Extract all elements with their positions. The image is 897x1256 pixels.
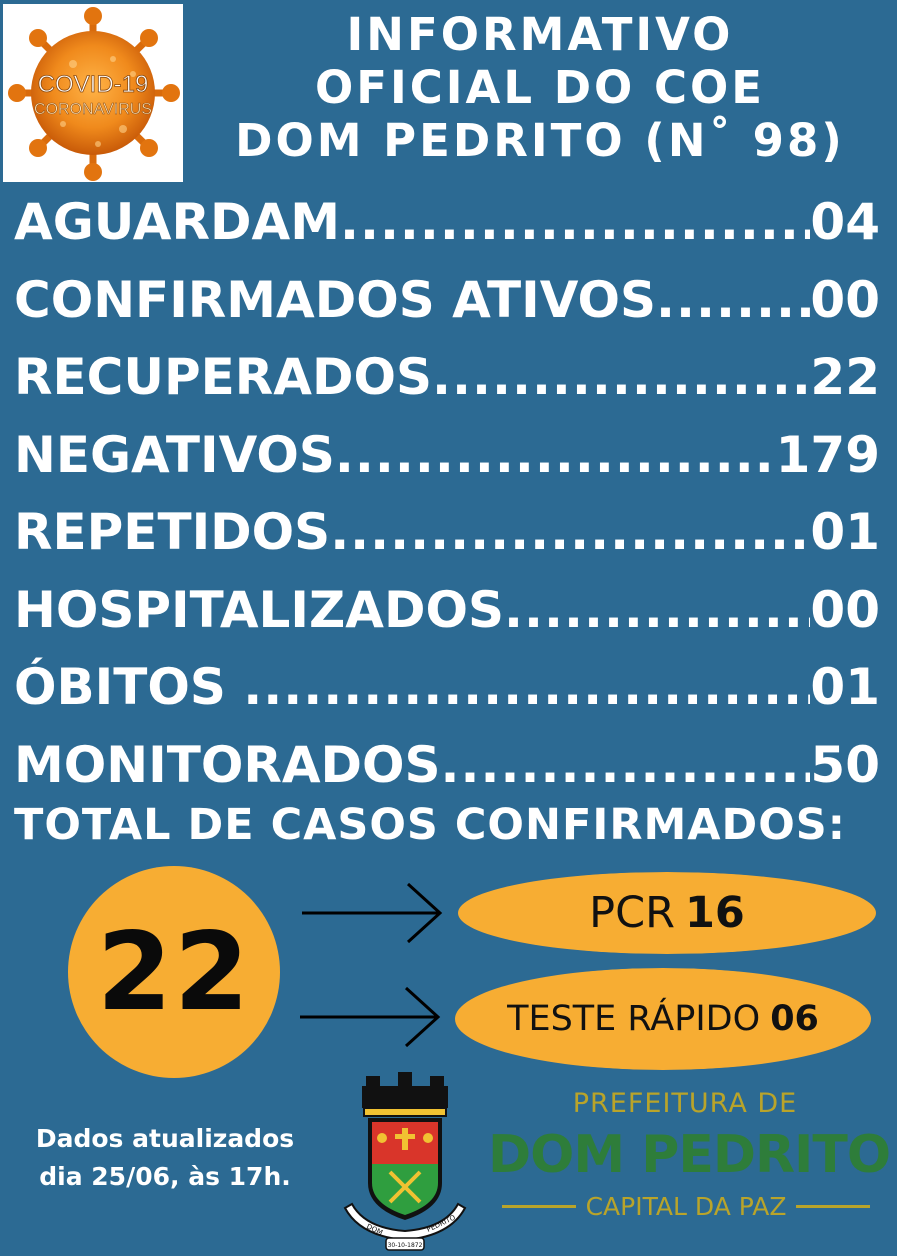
svg-text:COVID-19: COVID-19 (38, 71, 149, 98)
dot-leader (340, 184, 810, 261)
stat-value: 00 (810, 270, 880, 329)
stat-value: 04 (810, 193, 880, 251)
municipal-crest-icon: DOM PEDRITO 30-10-1872 (343, 1072, 467, 1251)
dot-leader (335, 417, 776, 494)
stat-label: NEGATIVOS (14, 425, 335, 484)
stats-list: AGUARDAM 04 CONFIRMADOS ATIVOS 00 RECUPE… (14, 184, 880, 804)
stat-label: REPETIDOS (14, 503, 331, 561)
rapid-test-value: 06 (770, 999, 819, 1039)
prefeitura-label: PREFEITURA DE (572, 1088, 798, 1119)
dot-leader (330, 494, 810, 571)
coronavirus-icon: COVID-19 CORONAVIRUS (8, 7, 180, 181)
update-line-1: Dados atualizados (35, 1124, 295, 1153)
total-confirmed-heading: TOTAL DE CASOS CONFIRMADOS: (14, 800, 846, 850)
pcr-badge: PCR 16 (458, 872, 876, 954)
covid-logo: COVID-19 CORONAVIRUS (3, 4, 183, 182)
stat-label: ÓBITOS (14, 658, 244, 716)
stat-row-negativos: NEGATIVOS 179 (14, 417, 880, 495)
rapid-test-label: TESTE RÁPIDO (507, 999, 761, 1039)
total-confirmed-circle: 22 (68, 866, 280, 1078)
stat-row-monitorados: MONITORADOS 50 (14, 727, 880, 805)
pcr-label: PCR (589, 888, 675, 938)
stat-value: 01 (810, 503, 880, 561)
stat-label: AGUARDAM (14, 193, 340, 251)
stat-value: 179 (775, 425, 880, 484)
city-slogan: CAPITAL DA PAZ (492, 1192, 880, 1221)
stat-row-hospitalizados: HOSPITALIZADOS 00 (14, 572, 880, 650)
city-slogan-text: CAPITAL DA PAZ (585, 1192, 787, 1221)
dot-leader (432, 339, 810, 416)
stat-value: 50 (810, 735, 880, 794)
stat-row-aguardam: AGUARDAM 04 (14, 184, 880, 262)
arrow-right-icon (300, 986, 441, 1048)
stat-value: 00 (810, 580, 880, 639)
svg-text:CORONAVIRUS: CORONAVIRUS (34, 101, 152, 118)
stat-label: CONFIRMADOS ATIVOS (14, 270, 657, 329)
dot-leader (441, 727, 811, 804)
dot-leader (243, 649, 810, 726)
pcr-value: 16 (685, 888, 745, 938)
bulletin-title: INFORMATIVO OFICIAL DO COE DOM PEDRITO (… (190, 8, 890, 167)
stat-value: 22 (810, 348, 880, 406)
dot-leader (504, 572, 810, 649)
stat-row-recuperados: RECUPERADOS 22 (14, 339, 880, 417)
total-confirmed-value: 22 (96, 909, 252, 1035)
svg-text:DOM: DOM (365, 1223, 384, 1237)
dot-leader (656, 262, 810, 339)
stat-label: HOSPITALIZADOS (14, 580, 504, 639)
stat-value: 01 (810, 658, 880, 716)
update-note: Dados atualizados dia 25/06, às 17h. (10, 1120, 320, 1196)
stat-row-confirmados-ativos: CONFIRMADOS ATIVOS 00 (14, 262, 880, 340)
title-line-2: OFICIAL DO COE (315, 61, 765, 114)
stat-label: RECUPERADOS (14, 348, 432, 406)
rapid-test-badge: TESTE RÁPIDO 06 (455, 968, 871, 1070)
svg-text:30-10-1872: 30-10-1872 (388, 1242, 423, 1249)
stat-label: MONITORADOS (14, 735, 441, 794)
arrow-right-icon (302, 882, 443, 944)
divider (796, 1205, 871, 1208)
divider (502, 1205, 576, 1208)
stat-row-obitos: ÓBITOS 01 (14, 649, 880, 727)
city-name: DOM PEDRITO (488, 1125, 891, 1185)
title-line-3: DOM PEDRITO (N˚ 98) (235, 114, 845, 167)
stat-row-repetidos: REPETIDOS 01 (14, 494, 880, 572)
title-line-1: INFORMATIVO (346, 8, 734, 61)
update-line-2: dia 25/06, às 17h. (39, 1162, 291, 1191)
